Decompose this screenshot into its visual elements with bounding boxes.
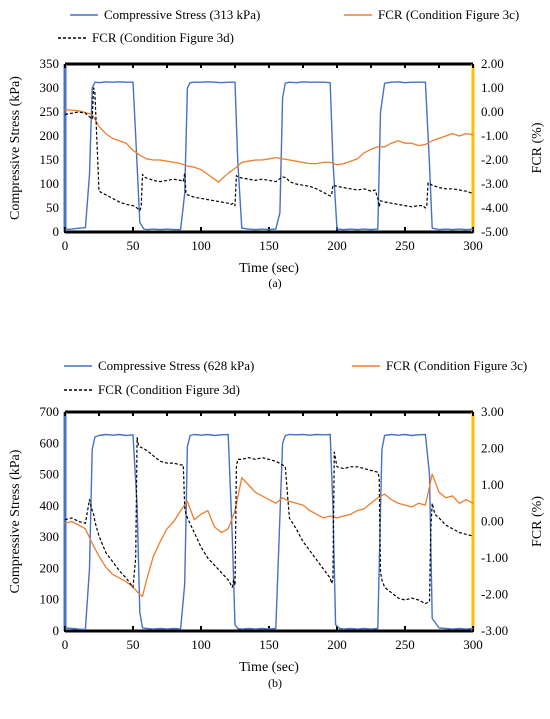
y2-tick-label: -2.00	[481, 152, 508, 167]
series-line-2	[64, 473, 474, 597]
series-line-3	[64, 87, 474, 211]
x-tick-label: 50	[127, 238, 140, 253]
y-tick-label: 500	[40, 467, 60, 482]
x-tick-label: 0	[62, 637, 69, 652]
legend-label-3: FCR (Condition Figure 3d)	[92, 30, 234, 45]
y2-tick-label: -3.00	[481, 176, 508, 191]
y-tick-label: 200	[40, 128, 60, 143]
y2-tick-label: 1.00	[481, 80, 504, 95]
x-tick-label: 250	[395, 637, 415, 652]
x-tick-label: 200	[327, 637, 347, 652]
y-tick-label: 400	[40, 498, 60, 513]
x-tick-label: 150	[259, 637, 279, 652]
x-axis-title: Time (sec)	[239, 660, 299, 675]
x-tick-label: 100	[191, 238, 211, 253]
legend-label-2: FCR (Condition Figure 3c)	[378, 7, 519, 22]
series-line-2	[64, 108, 474, 183]
y-tick-label: 600	[40, 435, 60, 450]
y2-tick-label: 0.00	[481, 104, 504, 119]
figure-caption: (a)	[268, 276, 281, 290]
y2-tick-label: 2.00	[481, 441, 504, 456]
x-tick-label: 0	[62, 238, 69, 253]
y2-tick-label: -4.00	[481, 200, 508, 215]
y-tick-label: 100	[40, 592, 60, 607]
figure-caption: (b)	[268, 676, 282, 690]
x-tick-label: 300	[463, 637, 483, 652]
y2-tick-label: -1.00	[481, 550, 508, 565]
x-tick-label: 50	[127, 637, 140, 652]
y-axis-title: Compressive Stress (kPa)	[8, 449, 23, 593]
y-tick-label: 150	[40, 152, 60, 167]
y2-tick-label: 2.00	[481, 56, 504, 71]
x-tick-label: 300	[463, 238, 483, 253]
y-tick-label: 350	[40, 56, 60, 71]
y-tick-label: 0	[53, 623, 60, 638]
y-tick-label: 250	[40, 104, 60, 119]
legend-label-2: FCR (Condition Figure 3c)	[386, 358, 527, 373]
y2-axis-title: FCR (%)	[530, 496, 545, 547]
y-axis-title: Compressive Stress (kPa)	[8, 76, 23, 220]
y-tick-label: 50	[46, 200, 59, 215]
y2-tick-label: 1.00	[481, 477, 504, 492]
y-tick-label: 300	[40, 529, 60, 544]
legend-label-3: FCR (Condition Figure 3d)	[98, 382, 240, 397]
y-tick-label: 200	[40, 560, 60, 575]
x-tick-label: 150	[259, 238, 279, 253]
chart-b: Compressive Stress (628 kPa) FCR (Conditi…	[8, 358, 545, 690]
y-tick-label: 100	[40, 176, 60, 191]
series-line-1	[64, 433, 474, 631]
y2-axis-title: FCR (%)	[530, 122, 545, 173]
series-line-3	[64, 437, 474, 605]
chart-a: Compressive Stress (313 kPa) FCR (Conditi…	[8, 7, 545, 290]
legend-label-1: Compressive Stress (313 kPa)	[104, 7, 260, 22]
y-tick-label: 700	[40, 404, 60, 419]
y-tick-label: 300	[40, 80, 60, 95]
y2-tick-label: 3.00	[481, 404, 504, 419]
y2-tick-label: -2.00	[481, 587, 508, 602]
y2-tick-label: 0.00	[481, 514, 504, 529]
x-tick-label: 200	[327, 238, 347, 253]
series-line-1	[64, 81, 474, 231]
x-tick-label: 250	[395, 238, 415, 253]
legend-label-1: Compressive Stress (628 kPa)	[98, 358, 254, 373]
y2-tick-label: -1.00	[481, 128, 508, 143]
y2-tick-label: -5.00	[481, 224, 508, 239]
x-axis-title: Time (sec)	[239, 261, 299, 276]
y2-tick-label: -3.00	[481, 623, 508, 638]
y-tick-label: 0	[53, 224, 60, 239]
x-tick-label: 100	[191, 637, 211, 652]
